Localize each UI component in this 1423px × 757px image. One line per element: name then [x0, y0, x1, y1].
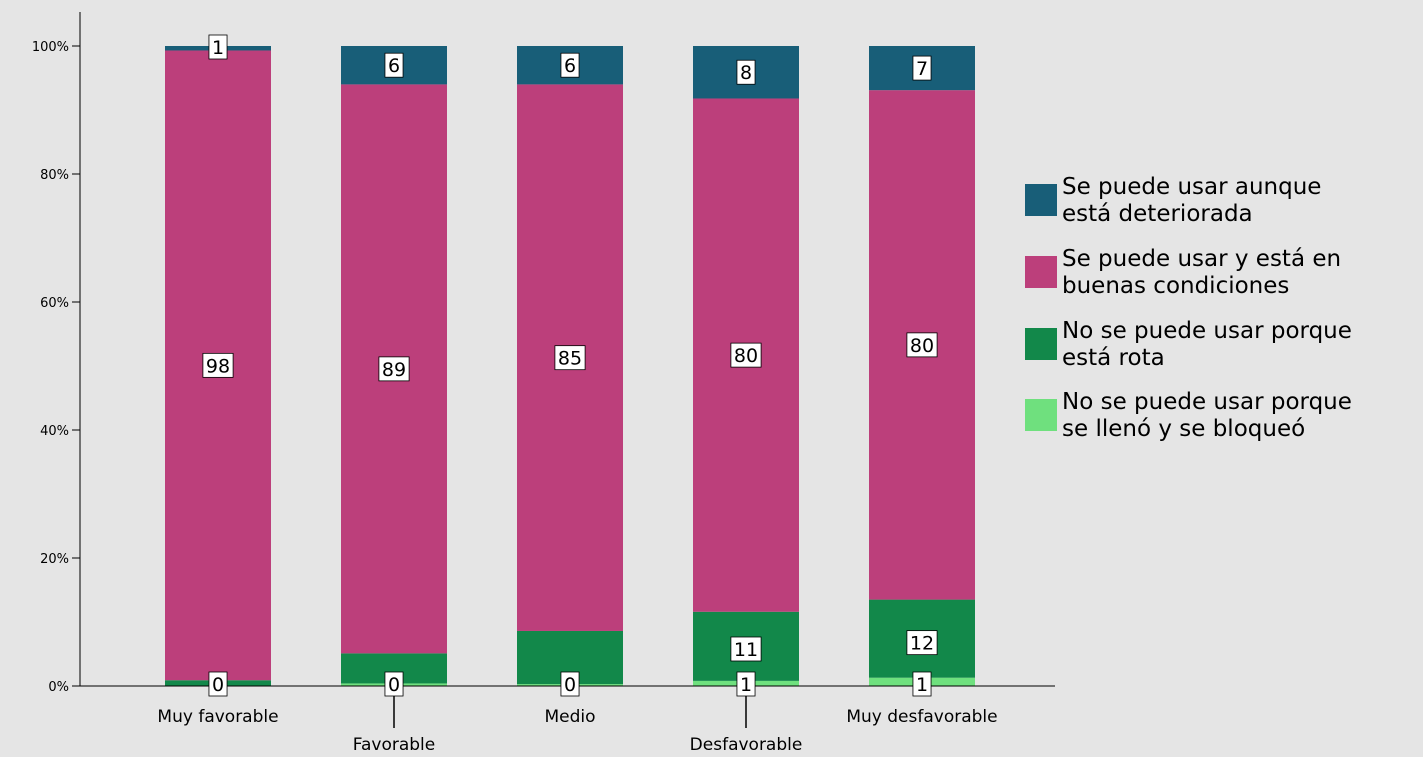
data-label: 98	[206, 355, 230, 377]
data-label-box	[912, 671, 932, 697]
data-label: 0	[388, 674, 400, 696]
data-label-box	[906, 630, 938, 656]
axes-layer: 0% 20% 40% 60% 80% 100% Muy favorable Favorable…	[32, 12, 1055, 755]
y-tick-label: 80%	[40, 168, 69, 183]
data-label: 8	[740, 62, 752, 84]
bars-layer	[165, 46, 975, 686]
y-tick-label: 20%	[40, 552, 69, 567]
data-label: 1	[916, 674, 928, 696]
y-tick-label: 100%	[32, 40, 69, 55]
data-label: 6	[388, 55, 400, 77]
data-label: 12	[910, 633, 934, 655]
data-label-box	[554, 345, 586, 371]
data-label-box	[736, 59, 756, 85]
data-label-box	[906, 332, 938, 358]
data-label-box	[378, 356, 410, 382]
data-label: 11	[734, 639, 758, 661]
data-label-box	[560, 52, 580, 78]
data-label-box	[208, 671, 228, 697]
legend-label: No se puede usar porque está rota	[1062, 318, 1352, 371]
x-category-label: Desfavorable	[690, 735, 803, 753]
data-label: 6	[564, 55, 576, 77]
x-category-label: Medio	[544, 707, 595, 727]
data-label-box	[384, 52, 404, 78]
y-tick-label: 0%	[48, 680, 69, 695]
legend-swatch	[1025, 399, 1057, 431]
legend-label: No se puede usar porque se llenó y se blo…	[1062, 389, 1352, 442]
data-label-box	[384, 671, 404, 697]
y-tick-label: 40%	[40, 424, 69, 439]
data-label: 7	[916, 58, 928, 80]
data-label: 0	[564, 674, 576, 696]
data-label-box	[560, 671, 580, 697]
data-label: 1	[740, 674, 752, 696]
data-label: 0	[212, 674, 224, 696]
data-label-box	[730, 342, 762, 368]
data-label: 89	[382, 359, 406, 381]
y-tick-label: 60%	[40, 296, 69, 311]
legend: Se puede usar aunque está deteriorada Se p…	[1025, 174, 1352, 442]
legend-swatch	[1025, 184, 1057, 216]
data-label-box	[912, 55, 932, 81]
legend-label: Se puede usar y está en buenas condicione…	[1062, 246, 1341, 299]
legend-swatch	[1025, 328, 1057, 360]
data-label: 80	[910, 335, 934, 357]
data-label-box	[202, 352, 234, 378]
data-label-box	[730, 636, 762, 662]
legend-label: Se puede usar aunque está deteriorada	[1062, 174, 1321, 227]
data-label: 1	[212, 37, 224, 59]
x-category-label: Muy favorable	[157, 707, 278, 727]
data-label: 80	[734, 345, 758, 367]
data-label-box	[208, 34, 228, 60]
x-category-label: Favorable	[353, 735, 435, 753]
x-category-label: Muy desfavorable	[846, 707, 997, 727]
legend-swatch	[1025, 256, 1057, 288]
data-label-box	[736, 671, 756, 697]
data-label: 85	[558, 348, 582, 370]
